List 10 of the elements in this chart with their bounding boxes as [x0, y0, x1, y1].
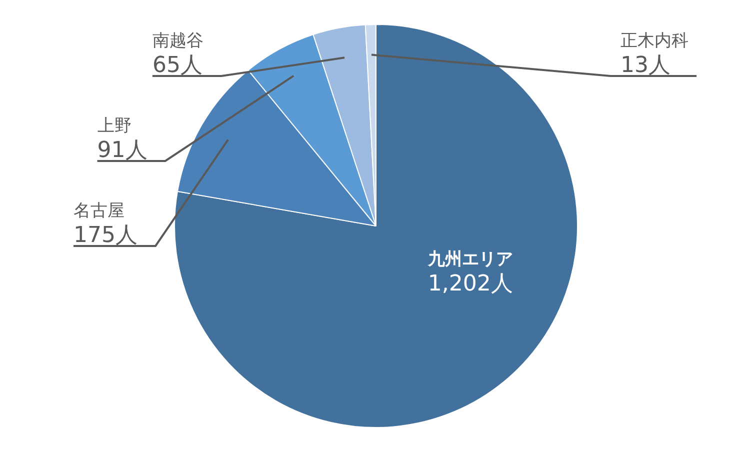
data-label: 91人	[97, 138, 148, 163]
slice-label: 名古屋	[74, 201, 125, 221]
slice-label: 上野	[97, 116, 132, 136]
data-label: 13人	[620, 53, 671, 78]
slice-label: 九州エリア	[426, 250, 513, 270]
slice-label: 南越谷	[152, 31, 204, 51]
slice-label: 正木内科	[620, 31, 689, 51]
data-label: 1,202人	[428, 272, 513, 297]
data-label: 65人	[152, 53, 202, 78]
data-label: 175人	[74, 223, 138, 248]
